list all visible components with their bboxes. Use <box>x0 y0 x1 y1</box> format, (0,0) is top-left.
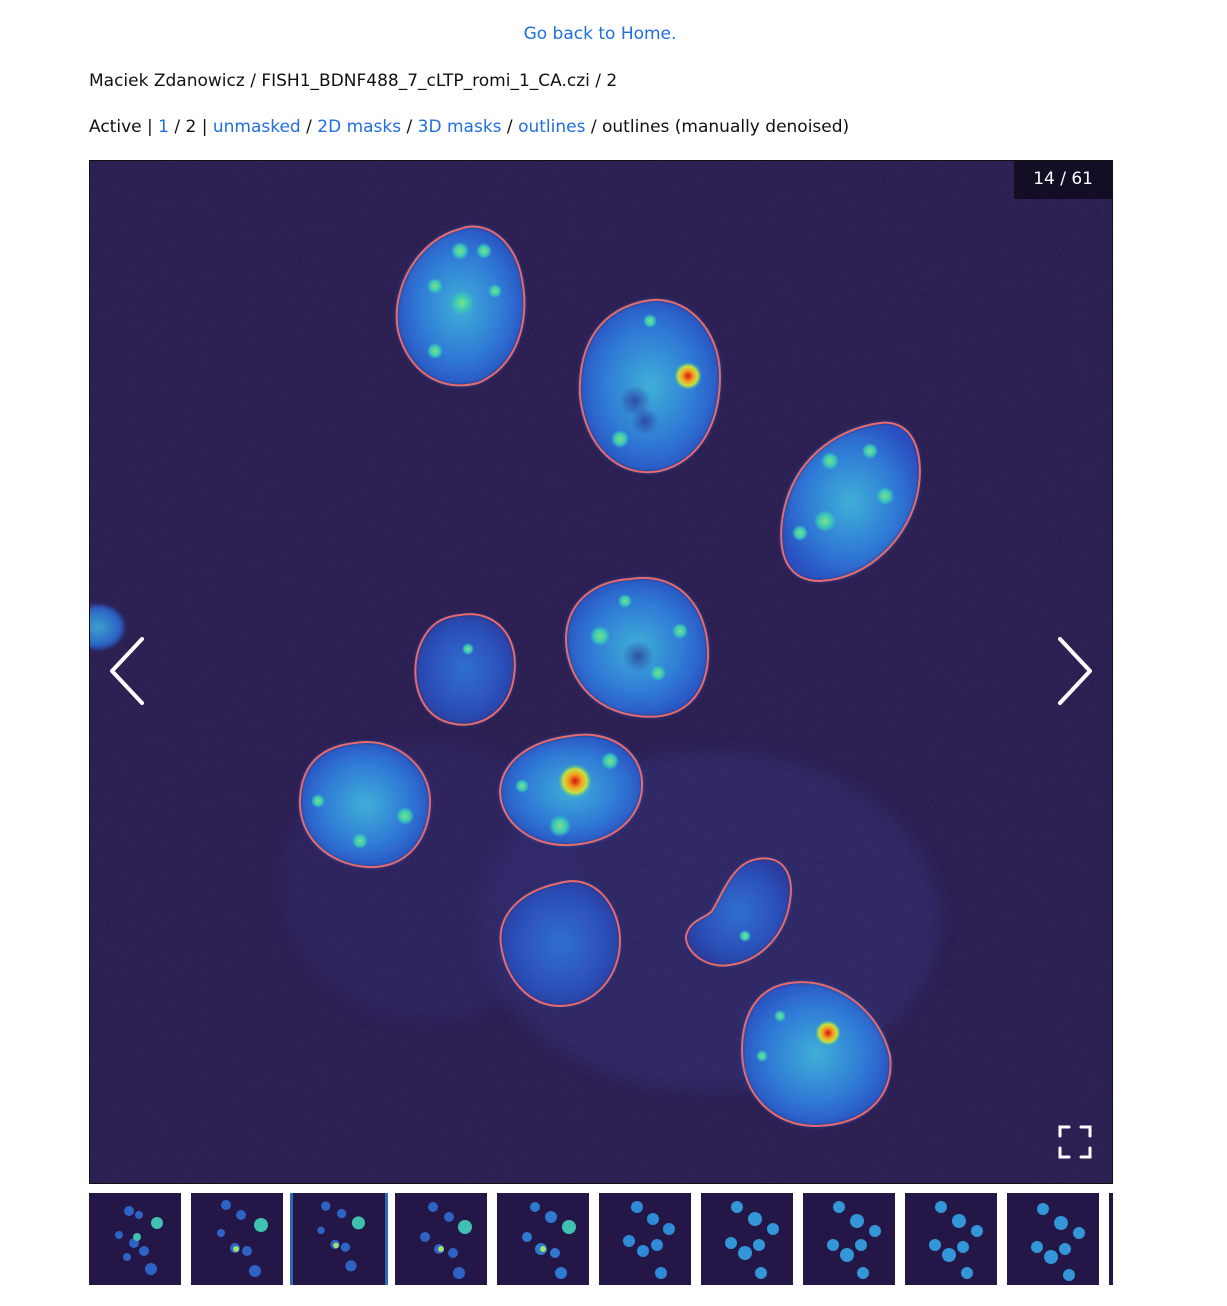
versions-separator: / <box>501 117 519 137</box>
fullscreen-icon <box>1058 1125 1092 1159</box>
chevron-right-icon <box>1058 637 1092 705</box>
breadcrumb-separator: / <box>244 71 262 91</box>
masks-3d-link[interactable]: 3D masks <box>417 117 502 137</box>
previous-slide-button[interactable] <box>104 631 154 711</box>
breadcrumb-file: FISH1_BDNF488_7_cLTP_romi_1_CA.czi <box>261 71 590 91</box>
version-1-link[interactable]: 1 <box>158 117 169 137</box>
thumbnail[interactable] <box>395 1193 487 1285</box>
thumbnail[interactable] <box>497 1193 589 1285</box>
thumbnail[interactable] <box>905 1193 997 1285</box>
slide-counter: 14 / 61 <box>1014 161 1112 199</box>
image-viewer[interactable]: 14 / 61 <box>89 160 1113 1184</box>
home-link[interactable]: Go back to Home. <box>523 24 677 44</box>
thumbnail-active[interactable] <box>290 1193 388 1285</box>
versions-prefix: Active | <box>89 117 159 137</box>
versions-separator: / <box>300 117 318 137</box>
masks-2d-link[interactable]: 2D masks <box>317 117 402 137</box>
thumbnail[interactable] <box>89 1193 181 1285</box>
thumbnail[interactable] <box>803 1193 895 1285</box>
chevron-left-icon <box>110 637 144 705</box>
outlines-link[interactable]: outlines <box>518 117 586 137</box>
thumbnail[interactable] <box>1109 1193 1113 1285</box>
versions-separator: / 2 | <box>168 117 213 137</box>
thumbnail[interactable] <box>599 1193 691 1285</box>
thumbnail[interactable] <box>1007 1193 1099 1285</box>
breadcrumb: Maciek Zdanowicz / FISH1_BDNF488_7_cLTP_… <box>89 71 617 91</box>
thumbnail[interactable] <box>701 1193 793 1285</box>
fullscreen-button[interactable] <box>1058 1125 1092 1159</box>
microscopy-image <box>90 161 1112 1183</box>
versions-separator: / <box>401 117 418 137</box>
breadcrumb-user: Maciek Zdanowicz <box>89 71 245 91</box>
next-slide-button[interactable] <box>1048 631 1098 711</box>
thumbnail-strip <box>89 1193 1113 1285</box>
unmasked-link[interactable]: unmasked <box>212 117 301 137</box>
thumbnail[interactable] <box>191 1193 283 1285</box>
version-selector: Active | 1 / 2 | unmasked / 2D masks / 3… <box>89 117 849 137</box>
versions-current: / outlines (manually denoised) <box>585 117 850 137</box>
breadcrumb-separator: / <box>589 71 607 91</box>
breadcrumb-series: 2 <box>606 71 618 91</box>
